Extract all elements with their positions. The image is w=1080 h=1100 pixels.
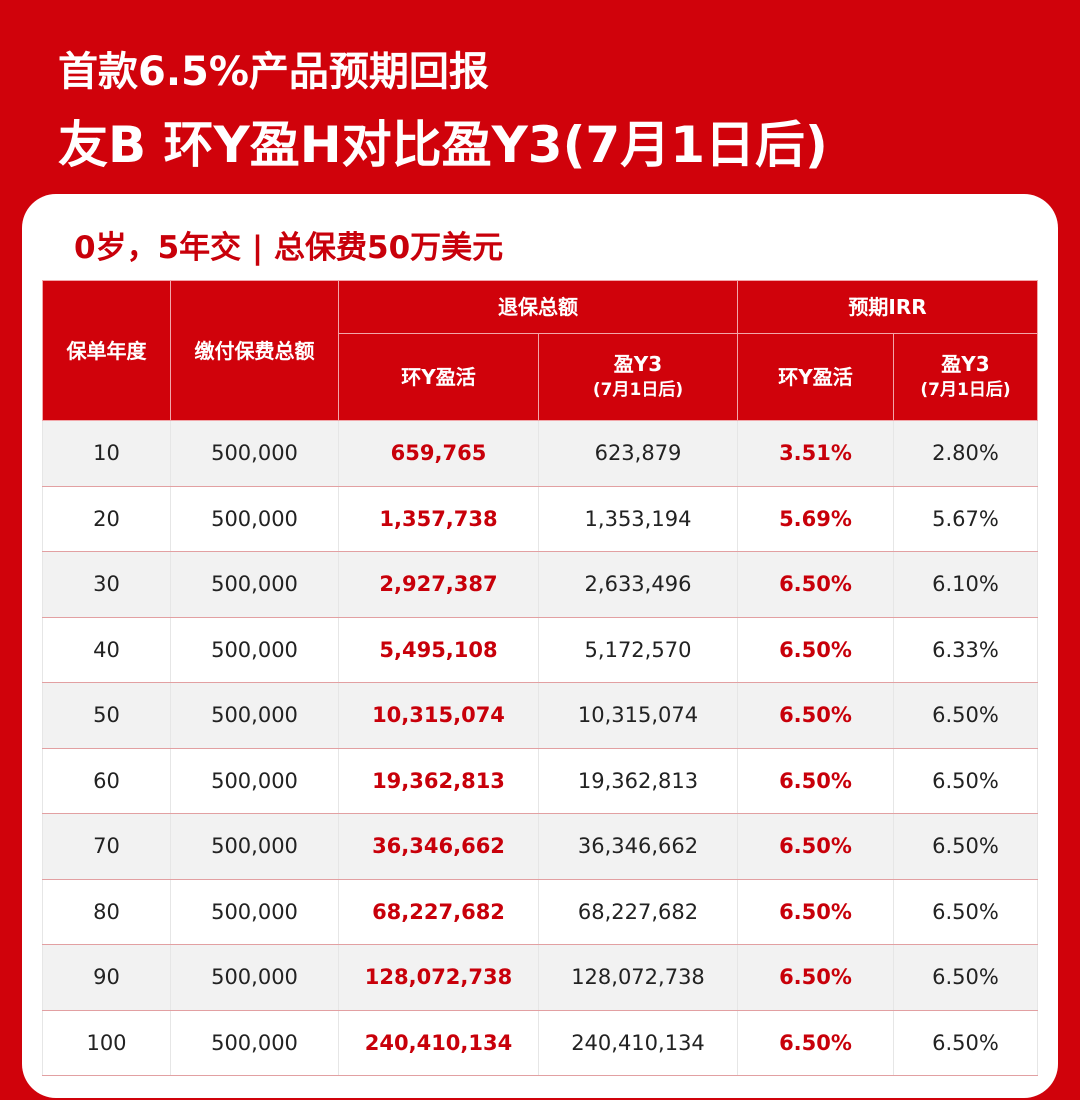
cell-surrender-a: 659,765 (338, 420, 539, 487)
comparison-table: 保单年度 缴付保费总额 退保总额 预期IRR 环Y盈活 盈Y3 (7月1日后) … (42, 280, 1038, 1076)
cell-surrender-b: 1,353,194 (538, 486, 738, 552)
header-premium-total: 缴付保费总额 (170, 280, 339, 421)
table-header: 保单年度 缴付保费总额 退保总额 预期IRR 环Y盈活 盈Y3 (7月1日后) … (42, 280, 1038, 421)
header-product-b-name: 盈Y3 (613, 352, 663, 376)
comparison-card: 0岁，5年交 | 总保费50万美元 保单年度 缴付保费总额 退保总额 预期IRR… (22, 194, 1058, 1098)
cell-year: 70 (42, 813, 171, 880)
table-row: 60 500,000 19,362,813 19,362,813 6.50% 6… (42, 748, 1038, 814)
cell-surrender-a: 1,357,738 (338, 486, 539, 552)
cell-irr-b: 6.33% (893, 617, 1038, 683)
cell-premium: 500,000 (170, 551, 339, 618)
cell-year: 40 (42, 617, 171, 683)
table-row: 40 500,000 5,495,108 5,172,570 6.50% 6.3… (42, 617, 1038, 683)
header-product-b-note: (7月1日后) (592, 380, 684, 400)
cell-surrender-b: 623,879 (538, 420, 738, 487)
cell-irr-b: 5.67% (893, 486, 1038, 552)
cell-irr-a: 6.50% (737, 944, 894, 1011)
cell-irr-a: 6.50% (737, 682, 894, 749)
header-surrender-total: 退保总额 (338, 280, 738, 334)
header-irr-product-b: 盈Y3 (7月1日后) (893, 333, 1038, 421)
header-irr-product-b-name: 盈Y3 (941, 352, 990, 376)
cell-surrender-b: 36,346,662 (538, 813, 738, 880)
cell-irr-a: 3.51% (737, 420, 894, 487)
cell-premium: 500,000 (170, 748, 339, 814)
cell-irr-a: 5.69% (737, 486, 894, 552)
cell-surrender-b: 10,315,074 (538, 682, 738, 749)
cell-year: 90 (42, 944, 171, 1011)
table-row: 70 500,000 36,346,662 36,346,662 6.50% 6… (42, 813, 1038, 880)
cell-premium: 500,000 (170, 813, 339, 880)
cell-surrender-a: 19,362,813 (338, 748, 539, 814)
cell-surrender-a: 240,410,134 (338, 1010, 539, 1076)
page-title-line2: 友B 环Y盈H对比盈Y3(7月1日后) (58, 116, 828, 174)
cell-surrender-a: 128,072,738 (338, 944, 539, 1011)
table-row: 50 500,000 10,315,074 10,315,074 6.50% 6… (42, 682, 1038, 749)
cell-irr-b: 6.50% (893, 682, 1038, 749)
cell-year: 20 (42, 486, 171, 552)
cell-premium: 500,000 (170, 879, 339, 945)
header-irr: 预期IRR (737, 280, 1038, 334)
cell-surrender-a: 36,346,662 (338, 813, 539, 880)
cell-surrender-a: 10,315,074 (338, 682, 539, 749)
cell-surrender-a: 2,927,387 (338, 551, 539, 618)
cell-surrender-a: 5,495,108 (338, 617, 539, 683)
cell-irr-b: 6.50% (893, 748, 1038, 814)
cell-irr-a: 6.50% (737, 879, 894, 945)
header-policy-year: 保单年度 (42, 280, 171, 421)
cell-surrender-b: 68,227,682 (538, 879, 738, 945)
cell-premium: 500,000 (170, 617, 339, 683)
cell-irr-b: 6.50% (893, 879, 1038, 945)
cell-surrender-b: 240,410,134 (538, 1010, 738, 1076)
cell-surrender-b: 2,633,496 (538, 551, 738, 618)
cell-year: 30 (42, 551, 171, 618)
header-surrender-product-a: 环Y盈活 (338, 333, 539, 421)
header-irr-product-b-note: (7月1日后) (920, 380, 1011, 400)
cell-irr-a: 6.50% (737, 1010, 894, 1076)
cell-premium: 500,000 (170, 1010, 339, 1076)
cell-premium: 500,000 (170, 420, 339, 487)
cell-year: 60 (42, 748, 171, 814)
cell-premium: 500,000 (170, 682, 339, 749)
cell-irr-a: 6.50% (737, 617, 894, 683)
cell-surrender-b: 5,172,570 (538, 617, 738, 683)
cell-year: 100 (42, 1010, 171, 1076)
cell-irr-b: 6.50% (893, 1010, 1038, 1076)
header-surrender-product-b: 盈Y3 (7月1日后) (538, 333, 738, 421)
cell-irr-a: 6.50% (737, 748, 894, 814)
table-body: 10 500,000 659,765 623,879 3.51% 2.80% 2… (42, 420, 1038, 1076)
cell-irr-b: 6.10% (893, 551, 1038, 618)
header-irr-product-a: 环Y盈活 (737, 333, 894, 421)
table-row: 20 500,000 1,357,738 1,353,194 5.69% 5.6… (42, 486, 1038, 552)
table-row: 90 500,000 128,072,738 128,072,738 6.50%… (42, 944, 1038, 1011)
cell-surrender-b: 19,362,813 (538, 748, 738, 814)
cell-irr-a: 6.50% (737, 551, 894, 618)
table-row: 10 500,000 659,765 623,879 3.51% 2.80% (42, 420, 1038, 487)
cell-irr-b: 6.50% (893, 944, 1038, 1011)
table-row: 80 500,000 68,227,682 68,227,682 6.50% 6… (42, 879, 1038, 945)
card-subtitle: 0岁，5年交 | 总保费50万美元 (74, 230, 504, 266)
cell-year: 50 (42, 682, 171, 749)
cell-premium: 500,000 (170, 944, 339, 1011)
cell-irr-b: 6.50% (893, 813, 1038, 880)
cell-year: 10 (42, 420, 171, 487)
cell-year: 80 (42, 879, 171, 945)
cell-surrender-a: 68,227,682 (338, 879, 539, 945)
table-row: 30 500,000 2,927,387 2,633,496 6.50% 6.1… (42, 551, 1038, 618)
cell-surrender-b: 128,072,738 (538, 944, 738, 1011)
cell-irr-a: 6.50% (737, 813, 894, 880)
table-row: 100 500,000 240,410,134 240,410,134 6.50… (42, 1010, 1038, 1076)
cell-premium: 500,000 (170, 486, 339, 552)
page-title-line1: 首款6.5%产品预期回报 (58, 49, 489, 95)
cell-irr-b: 2.80% (893, 420, 1038, 487)
